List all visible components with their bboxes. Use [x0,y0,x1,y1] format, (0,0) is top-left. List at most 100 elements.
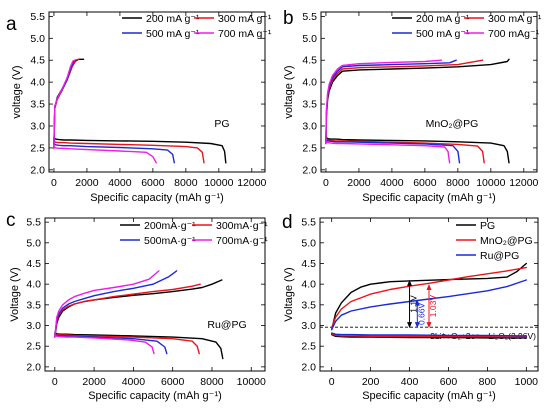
panel-c: 0 2000 4000 6000 8000 10000 2.0 2.5 3.0 3.5 4.0 4.5… [6,210,268,402]
x-tick-label: 0 [51,177,57,189]
x-tick-label: 12000 [237,177,266,189]
gap-arrow-head-top [407,279,413,286]
y-tick-label: 3.5 [30,99,45,111]
x-tick-label: 2000 [347,177,371,189]
panel-letter: d [282,212,293,233]
y-tick-label: 3.0 [30,120,45,132]
series-discharge-curve [331,333,527,338]
legend-label: 500 mA g⁻¹ [416,28,470,40]
legend-label: 700 mAg⁻¹ [488,28,540,40]
series-discharge-curve [325,136,510,164]
y-tick-label: 3.5 [26,299,41,311]
x-axis-title: Specific capacity (mAh g⁻¹) [362,390,496,402]
y-tick-label: 4.0 [302,77,317,89]
x-tick-label: 10000 [476,177,505,189]
y-tick-label: 5.5 [26,217,41,229]
x-tick-label: 200 [362,376,380,388]
y-tick-label: 3.0 [302,120,317,132]
series-charge-curve [331,262,527,331]
series-charge-curve [325,59,457,145]
series-charge-curve [53,58,80,147]
sample-label: MnO₂@PG [426,118,479,130]
legend-label: 500 mA g⁻¹ [146,28,200,40]
legend-label: PG [480,220,495,232]
gap-arrow-head-bottom [407,322,413,329]
y-tick-label: 3.5 [302,99,317,111]
plot-frame [44,217,266,372]
series-discharge-curve [325,139,461,164]
gap-arrow-head-top [414,299,420,306]
y-tick-label: 5.0 [301,237,316,249]
series-charge-curve [54,283,201,338]
series-discharge-curve [325,141,451,164]
y-tick-label: 5.5 [302,11,317,23]
y-tick-label: 2.5 [301,341,316,353]
y-tick-label: 4.5 [26,258,41,270]
y-tick-label: 2.0 [301,361,316,373]
series-charge-curve [54,279,223,338]
y-axis-title: Voltage (V) [9,267,21,321]
y-tick-label: 2.5 [302,142,317,154]
panel-b: 0 2000 4000 6000 8000 10000 12000 2.0 2.5 3.0 3.5 4… [283,8,542,204]
gap-arrow-head-top [426,283,432,290]
y-tick-label: 2.0 [26,361,41,373]
legend-label: 700 mA g⁻¹ [218,28,272,40]
x-tick-label: 8000 [174,177,198,189]
series-charge-curve [54,270,160,338]
series-discharge-curve [53,142,176,164]
y-axis-title: Voltage (V) [283,267,295,321]
series-discharge-curve [331,333,527,339]
panel-letter: a [6,14,17,35]
x-tick-label: 6000 [161,376,185,388]
series-charge-curve [325,59,443,145]
y-tick-label: 2.0 [302,164,317,176]
x-axis-title: Specific capacity (mAh g⁻¹) [90,192,224,204]
y-tick-label: 4.0 [26,279,41,291]
x-tick-label: 800 [479,376,497,388]
gap-label: 1.03V [428,295,438,318]
y-tick-label: 4.5 [30,55,45,67]
legend-label: Ru@PG [480,250,519,262]
x-tick-label: 2000 [82,376,106,388]
legend-label: 300 mA g⁻¹ [218,13,272,25]
series-charge-curve [325,59,484,145]
series-discharge-curve [54,333,200,355]
x-tick-label: 0 [329,376,335,388]
x-tick-label: 400 [401,376,419,388]
series-charge-curve [53,59,76,150]
legend-label: 200 mA g⁻¹ [146,13,200,25]
x-tick-label: 8000 [446,177,470,189]
series-discharge-curve [54,334,155,355]
series-charge-curve [54,270,178,338]
series-charge-curve [53,59,77,149]
legend-label: 700mA·g⁻¹ [216,235,268,247]
sample-label: Ru@PG [207,319,246,331]
x-axis-title: Specific capacity (mAh g⁻¹) [88,390,222,402]
x-tick-label: 2000 [75,177,99,189]
x-tick-label: 0 [323,177,329,189]
series-discharge-curve [325,138,485,164]
y-tick-label: 4.5 [301,258,316,270]
y-tick-label: 5.0 [30,33,45,45]
y-tick-label: 2.0 [30,164,45,176]
y-tick-label: 4.5 [302,55,317,67]
x-tick-label: 4000 [380,177,404,189]
x-tick-label: 600 [440,376,458,388]
x-tick-label: 12000 [509,177,538,189]
panel-a: 0 2000 4000 6000 8000 10000 12000 2.0 2.5 3.0 3.5 4… [6,11,272,204]
plot-frame [48,11,266,173]
y-tick-label: 3.0 [26,320,41,332]
series-discharge-curve [53,140,205,164]
legend: PG MnO₂@PG Ru@PG [456,220,533,262]
x-tick-label: 4000 [122,376,146,388]
series-discharge-curve [53,145,157,164]
series-charge-curve [325,58,510,145]
x-tick-label: 4000 [108,177,132,189]
panel-letter: c [6,210,16,231]
x-tick-label: 8000 [200,376,224,388]
gap-arrow-head-bottom [414,322,420,329]
x-tick-label: 6000 [413,177,437,189]
gap-arrow-head-bottom [426,322,432,329]
y-tick-label: 5.0 [26,237,41,249]
